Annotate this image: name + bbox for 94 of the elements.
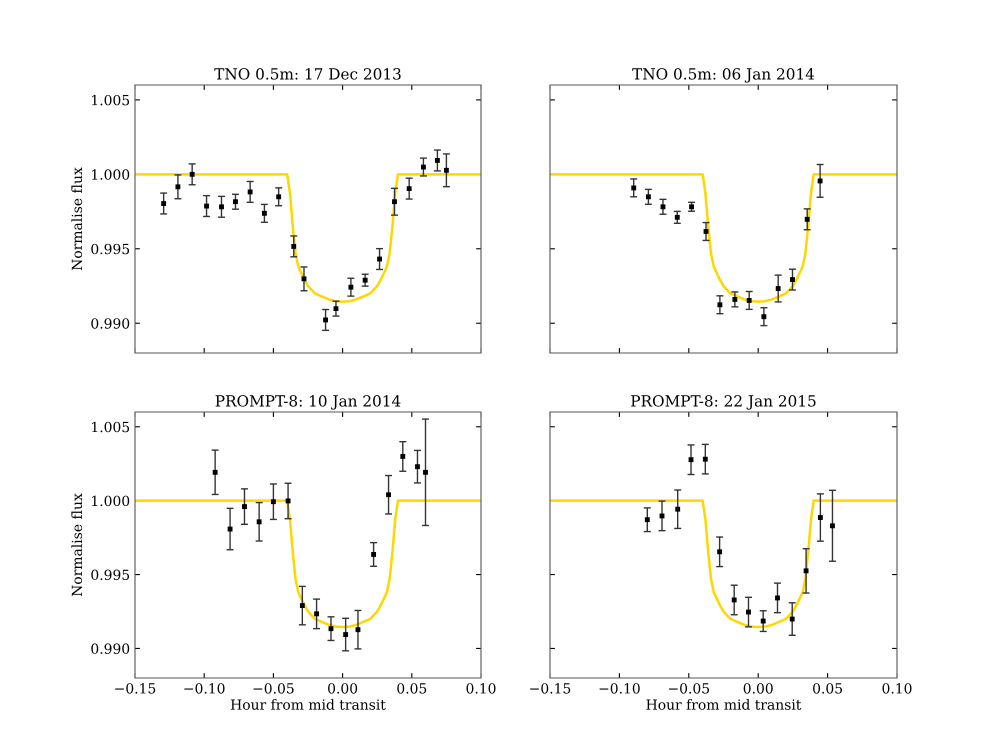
point: [644, 517, 650, 522]
point: [818, 178, 823, 184]
point: [746, 298, 752, 303]
x-tick-label: 0.05: [397, 683, 426, 694]
y-tick-label: 0.995: [91, 570, 130, 580]
point: [270, 499, 276, 504]
point: [660, 204, 666, 210]
point: [434, 158, 440, 163]
point: [775, 595, 780, 600]
y-axis-title: Normalise flux: [71, 493, 82, 596]
point: [660, 513, 664, 518]
point: [190, 172, 195, 177]
point: [776, 286, 781, 291]
point: [675, 506, 680, 512]
point: [314, 611, 320, 616]
point: [392, 199, 397, 204]
point: [348, 284, 354, 290]
point: [674, 214, 680, 220]
point: [228, 526, 233, 532]
x-tick-label: 0.00: [744, 683, 773, 694]
point: [760, 618, 766, 624]
y-tick-label: 1.000: [92, 169, 130, 180]
point: [248, 189, 253, 194]
chart-title: PROMPT-8: 22 Jan 2015: [631, 395, 816, 410]
point: [830, 523, 835, 528]
point: [631, 185, 636, 190]
point: [423, 470, 428, 475]
point: [717, 302, 722, 308]
point: [356, 627, 360, 632]
point: [256, 519, 262, 524]
chart-title: TNO 0.5m: 17 Dec 2013: [214, 68, 401, 80]
point: [286, 498, 290, 504]
point: [790, 616, 795, 622]
point: [161, 201, 166, 206]
x-tick-label: −0.05: [254, 683, 294, 694]
point: [415, 464, 420, 470]
point: [406, 186, 412, 192]
point: [291, 244, 296, 249]
point: [276, 194, 282, 200]
point: [704, 229, 708, 234]
y-axis-title: Normalise flux: [71, 167, 82, 270]
point: [790, 277, 795, 282]
point: [420, 164, 426, 170]
chart-title: TNO 0.5m: 06 Jan 2014: [632, 68, 814, 83]
point: [732, 598, 737, 602]
point: [334, 306, 338, 312]
y-tick-label: 0.990: [91, 643, 130, 654]
point: [262, 210, 267, 216]
line-series: [135, 173, 481, 303]
point: [688, 457, 694, 462]
point: [371, 552, 376, 557]
point: [219, 204, 224, 210]
point: [761, 314, 766, 320]
point: [717, 549, 722, 554]
point: [818, 515, 823, 520]
point: [343, 632, 348, 637]
x-tick-label: −0.05: [668, 683, 710, 694]
point: [300, 603, 305, 608]
point: [302, 276, 306, 282]
point: [328, 626, 334, 632]
y-tick-label: 0.995: [91, 244, 130, 254]
point: [362, 278, 368, 283]
x-tick-label: −0.15: [530, 683, 570, 694]
x-axis-title: Hour from mid transit: [646, 699, 802, 710]
x-tick-label: 0.05: [813, 683, 842, 694]
point: [323, 318, 328, 322]
point: [646, 194, 651, 200]
line-series: [135, 499, 481, 628]
x-tick-label: −0.15: [115, 683, 156, 694]
x-tick-label: 0.10: [466, 683, 496, 694]
point: [233, 199, 238, 204]
x-tick-label: 0.00: [328, 683, 358, 694]
point: [204, 204, 209, 208]
point: [400, 454, 406, 459]
point: [732, 296, 738, 302]
point: [175, 184, 180, 190]
point: [212, 470, 218, 475]
point: [804, 568, 809, 574]
chart-title: PROMPT-8: 10 Jan 2014: [216, 395, 400, 410]
point: [702, 456, 708, 462]
point: [746, 610, 751, 615]
x-tick-label: 0.10: [882, 683, 912, 694]
y-tick-label: 1.005: [92, 422, 130, 432]
x-tick-label: −0.10: [184, 683, 225, 694]
point: [386, 492, 391, 498]
x-tick-label: −0.10: [600, 683, 640, 694]
y-tick-label: 1.000: [92, 496, 130, 506]
x-axis-title: Hour from mid transit: [230, 699, 386, 710]
point: [377, 256, 382, 262]
y-tick-label: 0.990: [91, 318, 130, 329]
point: [804, 216, 810, 222]
y-tick-label: 1.005: [92, 94, 130, 106]
point: [444, 168, 449, 173]
point: [242, 504, 247, 510]
